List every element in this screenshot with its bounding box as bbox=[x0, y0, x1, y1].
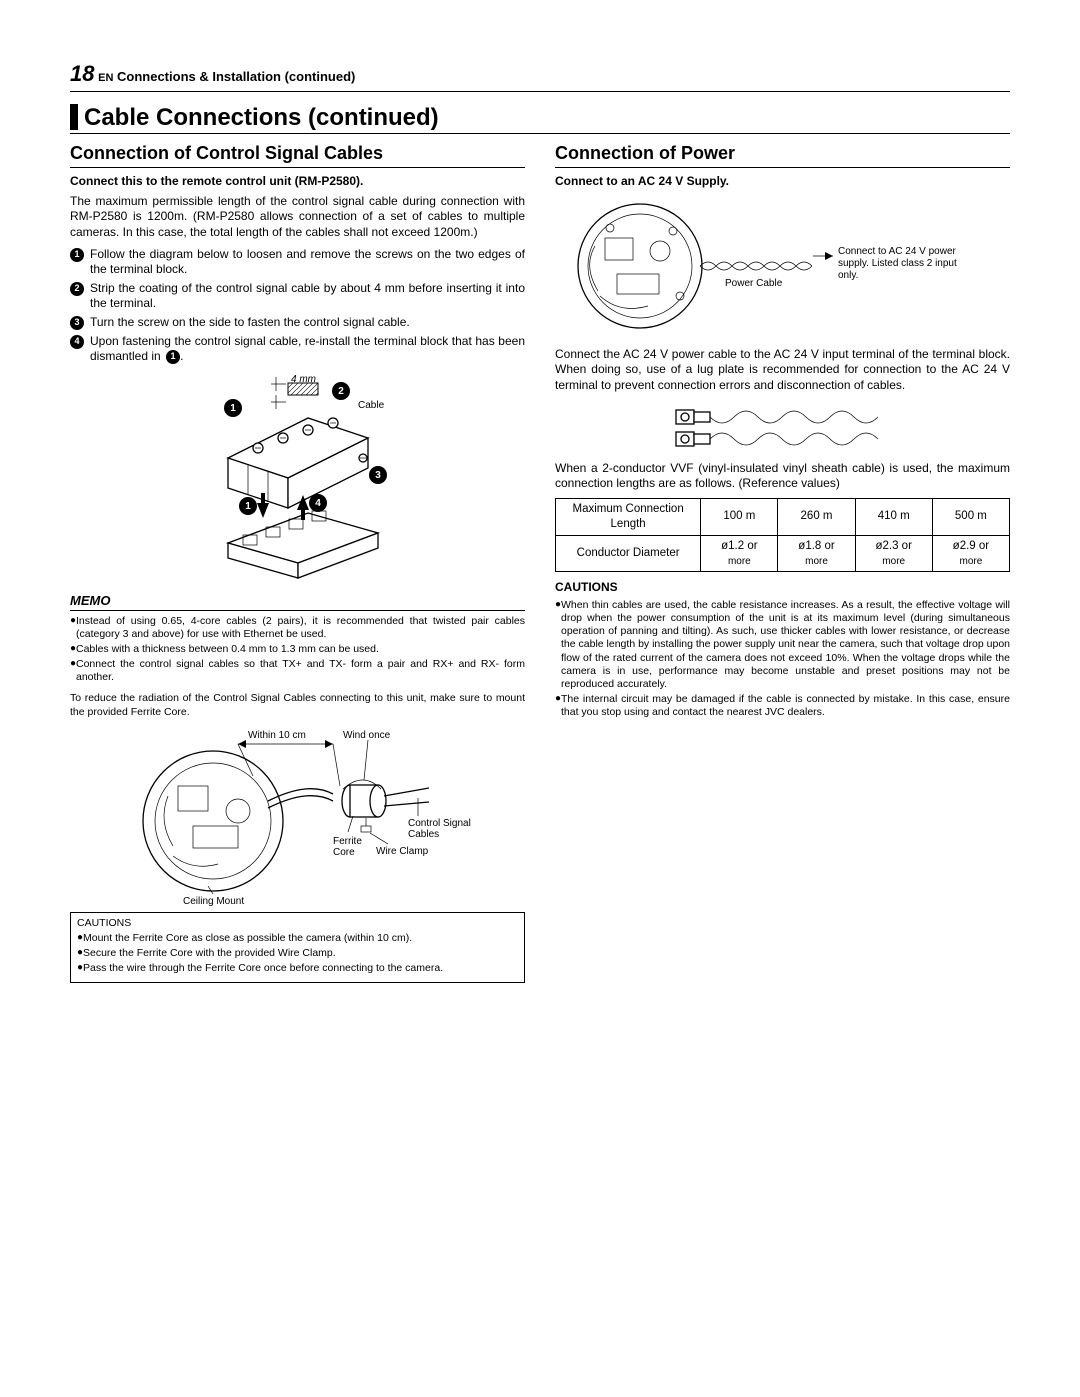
bullet-item: ●Pass the wire through the Ferrite Core … bbox=[77, 962, 518, 975]
terminal-block-diagram: 1 2 3 4 1 Cable 4 mm bbox=[70, 373, 525, 583]
right-column: Connection of Power Connect to an AC 24 … bbox=[555, 142, 1010, 983]
step-list: 1 Follow the diagram below to loosen and… bbox=[70, 247, 525, 365]
svg-text:1: 1 bbox=[245, 501, 251, 512]
bullet-item: ●Connect the control signal cables so th… bbox=[70, 658, 525, 684]
lug-diagram bbox=[555, 400, 1010, 455]
right-para1: Connect the AC 24 V power cable to the A… bbox=[555, 347, 1010, 394]
step-marker-4: 4 bbox=[70, 335, 84, 349]
svg-text:3: 3 bbox=[375, 470, 381, 481]
step-text: Turn the screw on the side to fasten the… bbox=[90, 315, 410, 331]
table-cell: 500 m bbox=[932, 498, 1009, 535]
table-row: Maximum Connection Length 100 m 260 m 41… bbox=[556, 498, 1010, 535]
page-header: 18 EN Connections & Installation (contin… bbox=[70, 60, 1010, 92]
table-cell: ø1.8 ormore bbox=[778, 535, 855, 572]
table-cell: ø2.3 ormore bbox=[855, 535, 932, 572]
step-item: 1 Follow the diagram below to loosen and… bbox=[70, 247, 525, 278]
table-cell: 100 m bbox=[701, 498, 778, 535]
within-label: Within 10 cm bbox=[248, 730, 306, 741]
lang-tag: EN bbox=[98, 72, 113, 84]
step-text: Strip the coating of the control signal … bbox=[90, 281, 525, 312]
svg-text:2: 2 bbox=[338, 386, 344, 397]
bullet-item: ●Instead of using 0.65, 4-core cables (2… bbox=[70, 615, 525, 641]
bullet-item: ●Mount the Ferrite Core as close as poss… bbox=[77, 932, 518, 945]
wireclamp-label: Wire Clamp bbox=[376, 846, 429, 857]
left-intro: The maximum permissible length of the co… bbox=[70, 194, 525, 241]
bullet-item: ●When thin cables are used, the cable re… bbox=[555, 599, 1010, 691]
ferrite-intro: To reduce the radiation of the Control S… bbox=[70, 692, 525, 719]
wind-label: Wind once bbox=[343, 730, 391, 741]
bullet-item: ●The internal circuit may be damaged if … bbox=[555, 693, 1010, 719]
table-row: Conductor Diameter ø1.2 ormore ø1.8 ormo… bbox=[556, 535, 1010, 572]
table-cell: 410 m bbox=[855, 498, 932, 535]
left-subtitle: Connect this to the remote control unit … bbox=[70, 174, 525, 190]
mount-label: Ceiling Mount bbox=[183, 896, 244, 906]
step-text: Upon fastening the control signal cable,… bbox=[90, 334, 525, 365]
right-cautions-title: CAUTIONS bbox=[555, 580, 1010, 596]
cautions-box: CAUTIONS ●Mount the Ferrite Core as clos… bbox=[70, 912, 525, 983]
cable-length-table: Maximum Connection Length 100 m 260 m 41… bbox=[555, 498, 1010, 573]
page-title: Cable Connections (continued) bbox=[84, 102, 439, 133]
row-label: Conductor Diameter bbox=[556, 535, 701, 572]
cable-label: Cable bbox=[358, 400, 385, 411]
bullet-item: ●Cables with a thickness between 0.4 mm … bbox=[70, 643, 525, 656]
ferrite-diagram: Within 10 cm Wind once FerriteCore Contr… bbox=[70, 726, 525, 906]
page-title-bar: Cable Connections (continued) bbox=[70, 102, 1010, 134]
power-cable-label: Power Cable bbox=[725, 278, 783, 289]
power-diagram: Power Cable Connect to AC 24 V powersupp… bbox=[555, 196, 1010, 341]
breadcrumb: Connections & Installation (continued) bbox=[117, 69, 355, 84]
memo-title: MEMO bbox=[70, 593, 525, 611]
row-label: Maximum Connection Length bbox=[556, 498, 701, 535]
ctrl-label: Control SignalCables bbox=[408, 818, 471, 840]
cautions-box-title: CAUTIONS bbox=[77, 917, 518, 931]
title-accent bbox=[70, 104, 78, 130]
right-section-title: Connection of Power bbox=[555, 142, 1010, 168]
step-text: Follow the diagram below to loosen and r… bbox=[90, 247, 525, 278]
page-number: 18 bbox=[70, 61, 94, 86]
table-cell: ø2.9 ormore bbox=[932, 535, 1009, 572]
table-cell: ø1.2 ormore bbox=[701, 535, 778, 572]
step-item: 2 Strip the coating of the control signa… bbox=[70, 281, 525, 312]
inline-step-ref: 1 bbox=[166, 350, 180, 364]
bullet-item: ●Secure the Ferrite Core with the provid… bbox=[77, 947, 518, 960]
left-column: Connection of Control Signal Cables Conn… bbox=[70, 142, 525, 983]
ferrite-label: FerriteCore bbox=[333, 836, 362, 858]
step-item: 4 Upon fastening the control signal cabl… bbox=[70, 334, 525, 365]
svg-text:1: 1 bbox=[230, 403, 236, 414]
memo-bullets: ●Instead of using 0.65, 4-core cables (2… bbox=[70, 615, 525, 685]
step-marker-2: 2 bbox=[70, 282, 84, 296]
svg-text:4: 4 bbox=[315, 498, 321, 509]
step-marker-3: 3 bbox=[70, 316, 84, 330]
content-columns: Connection of Control Signal Cables Conn… bbox=[70, 142, 1010, 983]
left-section-title: Connection of Control Signal Cables bbox=[70, 142, 525, 168]
right-para2: When a 2-conductor VVF (vinyl-insulated … bbox=[555, 461, 1010, 492]
step-item: 3 Turn the screw on the side to fasten t… bbox=[70, 315, 525, 331]
right-subtitle: Connect to an AC 24 V Supply. bbox=[555, 174, 1010, 190]
power-note-label: Connect to AC 24 V powersupply. Listed c… bbox=[838, 246, 957, 281]
fourmm-label: 4 mm bbox=[291, 374, 316, 385]
table-cell: 260 m bbox=[778, 498, 855, 535]
right-cautions-list: ●When thin cables are used, the cable re… bbox=[555, 599, 1010, 719]
step-marker-1: 1 bbox=[70, 248, 84, 262]
